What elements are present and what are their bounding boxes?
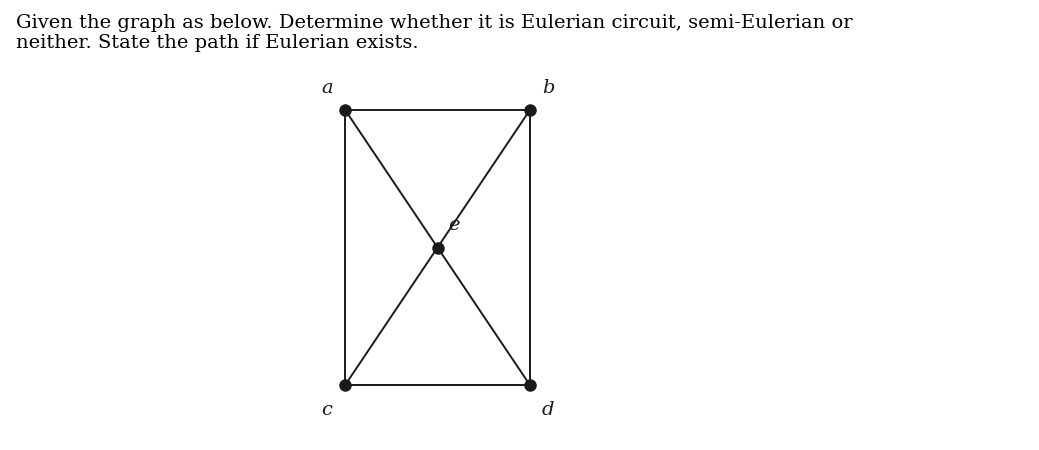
Text: a: a [321,79,332,97]
Text: d: d [542,401,555,419]
Text: c: c [321,401,332,419]
Text: Given the graph as below. Determine whether it is Eulerian circuit, semi-Euleria: Given the graph as below. Determine whet… [16,14,852,52]
Text: e: e [449,216,460,234]
Text: b: b [542,79,555,97]
